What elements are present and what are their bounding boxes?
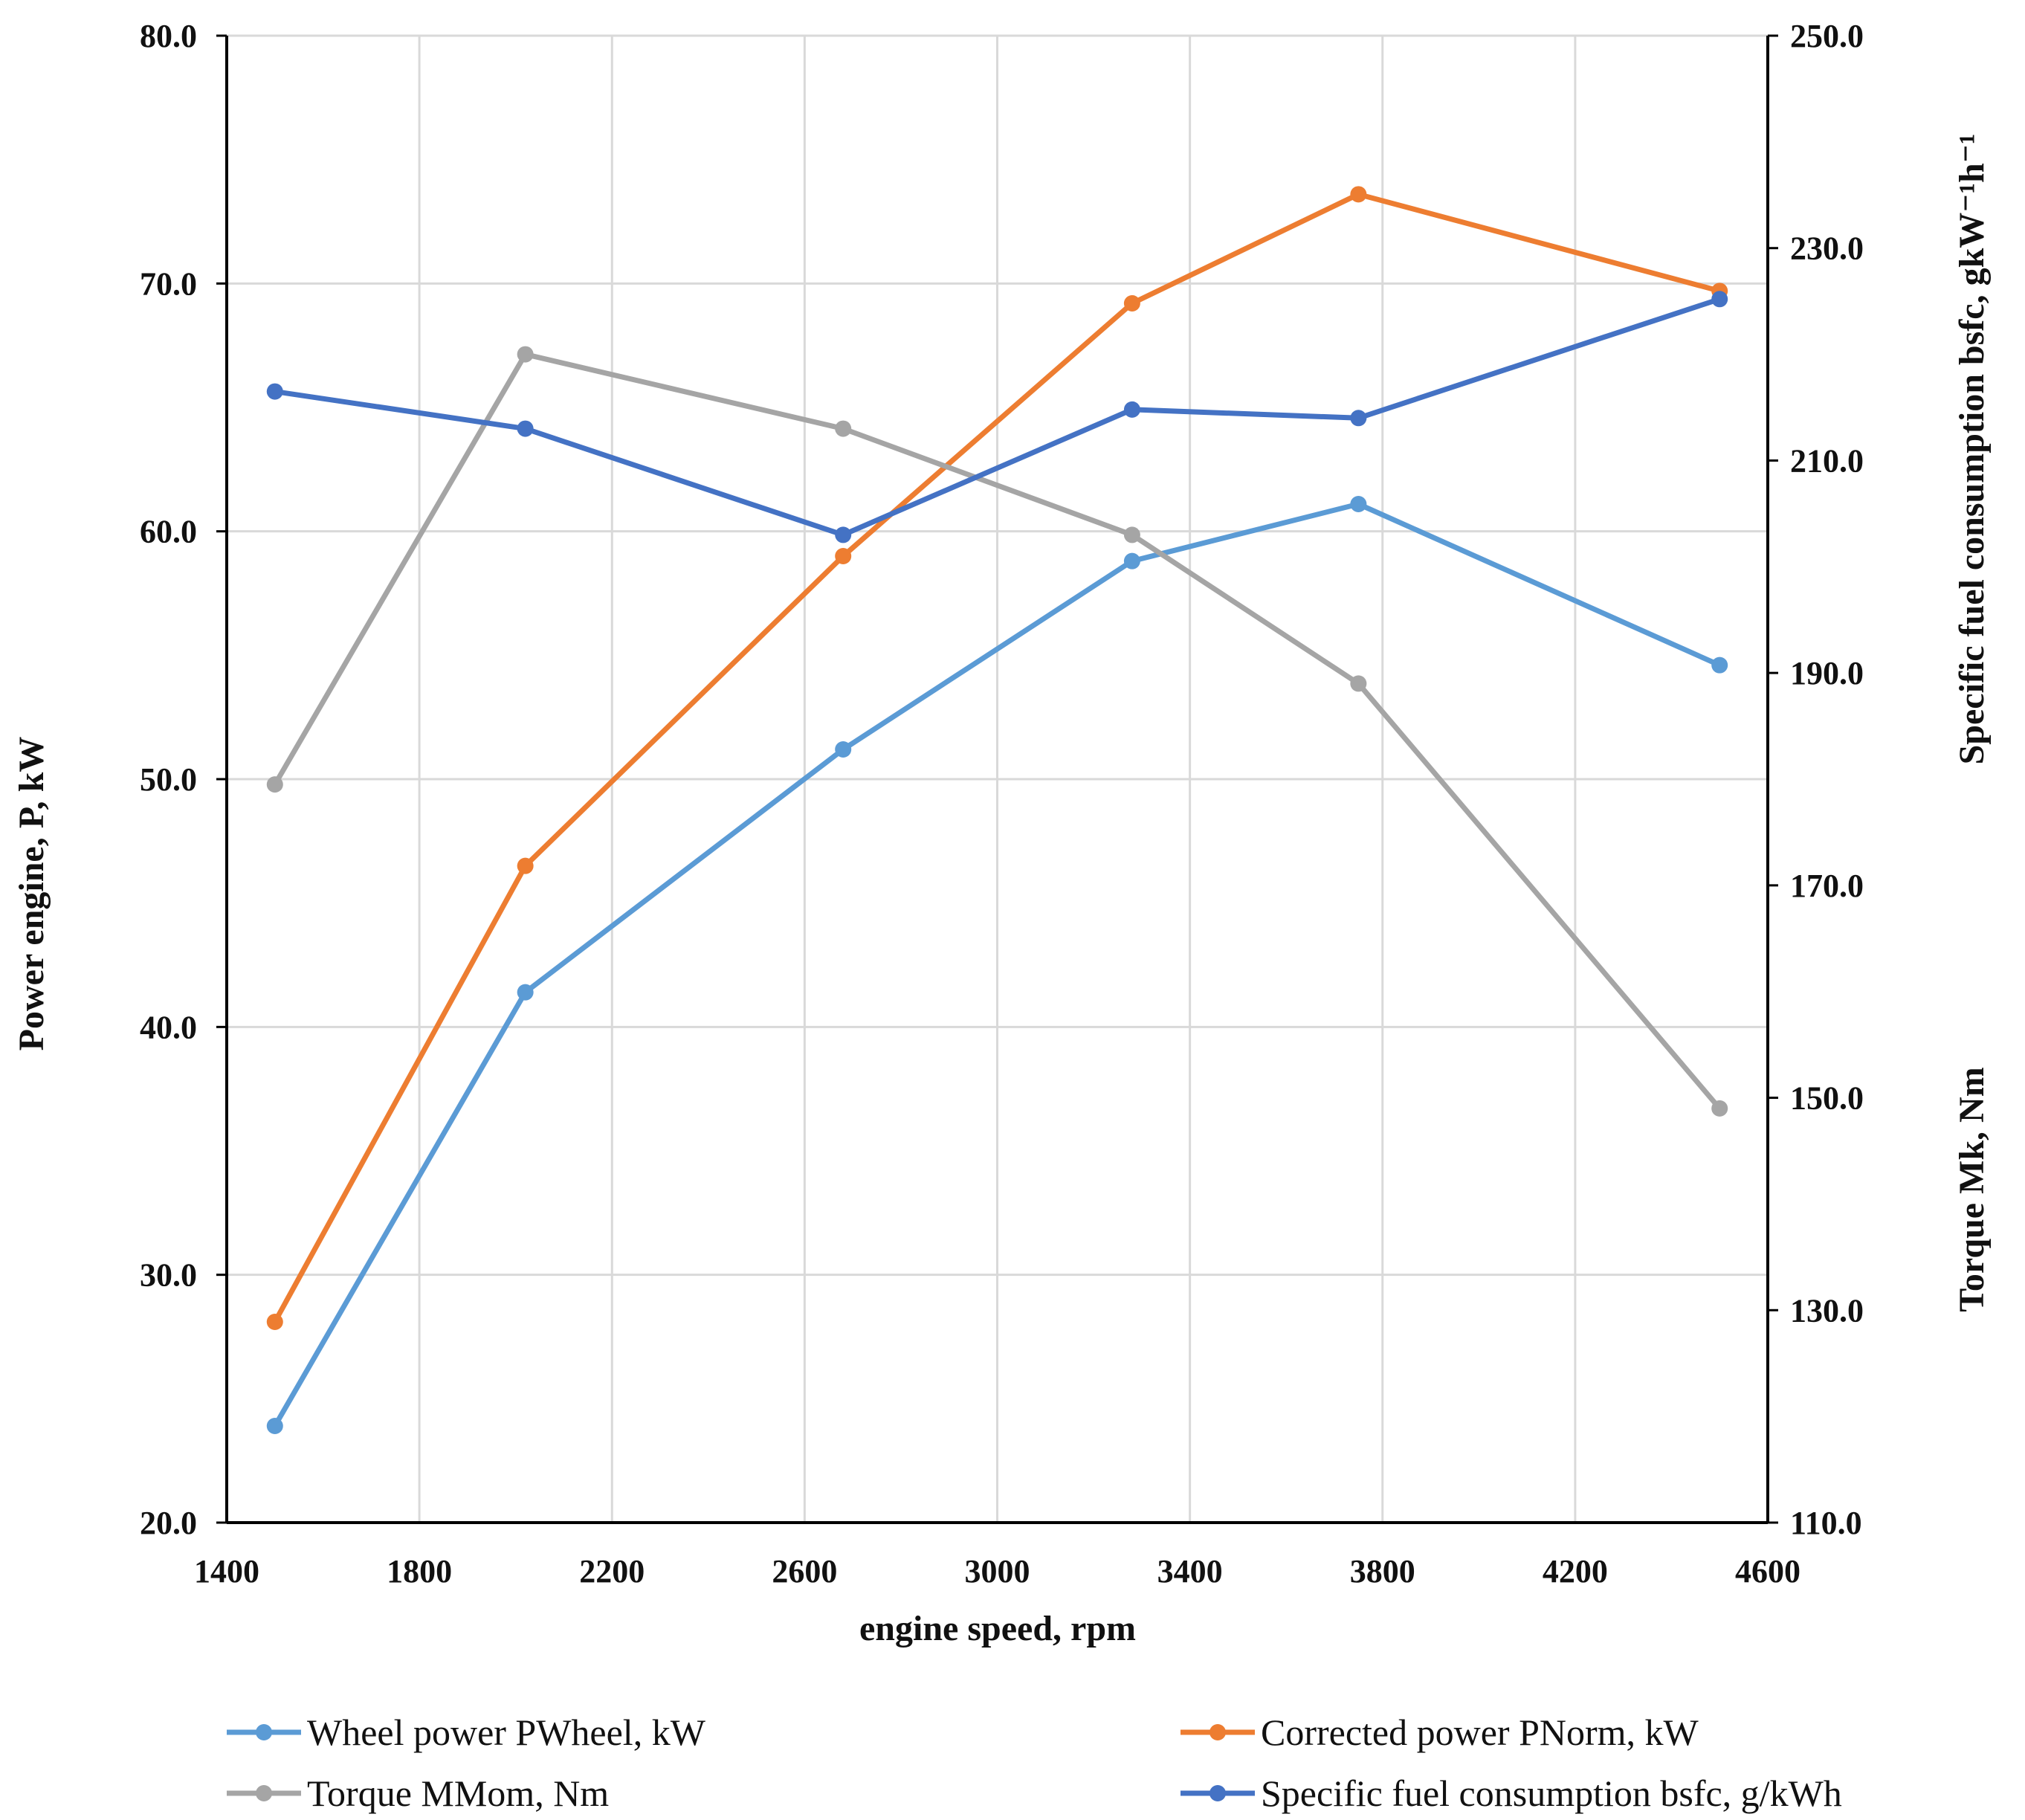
x-tick-label: 3400 — [1157, 1553, 1223, 1590]
data-point — [1350, 410, 1367, 427]
x-tick-label: 3800 — [1350, 1553, 1415, 1590]
series-4 — [266, 291, 1728, 543]
y-right-tick-label: 210.0 — [1790, 442, 1864, 479]
data-point — [1711, 656, 1728, 674]
data-point — [1123, 401, 1140, 418]
x-tick-label: 2200 — [579, 1553, 645, 1590]
series-line — [274, 296, 1721, 538]
y-left-tick-label: 20.0 — [140, 1505, 197, 1541]
y-right-axis-title-torque: Torque Mk, Nm — [1952, 1067, 1992, 1311]
x-tick-label: 1400 — [194, 1553, 259, 1590]
x-tick-label: 2600 — [772, 1553, 837, 1590]
y-right-axis-title-bsfc: Specific fuel consumption bsfc, gkW⁻¹h⁻¹ — [1952, 134, 1992, 765]
series-line — [272, 501, 1721, 1427]
data-point — [266, 776, 283, 793]
data-point — [1350, 675, 1367, 692]
y-left-axis-title: Power engine, P, kW — [12, 737, 51, 1051]
series-1 — [266, 496, 1728, 1434]
x-tick-label: 1800 — [387, 1553, 452, 1590]
data-point — [266, 1418, 283, 1434]
legend-swatch-marker — [1209, 1724, 1226, 1740]
series-line — [272, 191, 1721, 1323]
series-3 — [266, 346, 1728, 1117]
y-right-tick-label: 190.0 — [1790, 655, 1864, 691]
y-left-tick-label: 50.0 — [140, 761, 197, 798]
tick-labels: 1400 1800 2200 2600 3000 3400 3800 4200 4600 20.0… — [140, 18, 1864, 1590]
data-point — [835, 526, 852, 543]
data-point — [835, 420, 852, 437]
y-right-tick-label: 170.0 — [1790, 868, 1864, 904]
data-point — [1350, 496, 1367, 512]
data-point — [517, 346, 534, 363]
y-left-tick-label: 60.0 — [140, 514, 197, 550]
data-point — [1123, 552, 1140, 569]
data-point — [1711, 1100, 1728, 1117]
legend-item: Specific fuel consumption bsfc, g/kWh — [1181, 1772, 1842, 1814]
y-right-tick-label: 230.0 — [1790, 230, 1864, 267]
legend: Wheel power PWheel, kW Corrected power PN… — [227, 1711, 1842, 1814]
legend-swatch-marker — [1209, 1785, 1226, 1801]
data-point — [1350, 186, 1367, 203]
data-point — [266, 383, 283, 400]
y-right-tick-label: 110.0 — [1790, 1505, 1862, 1541]
y-left-tick-label: 80.0 — [140, 18, 197, 54]
data-point — [835, 741, 852, 758]
y-left-tick-label: 70.0 — [140, 265, 197, 302]
legend-swatch-marker — [256, 1785, 272, 1801]
data-point — [835, 548, 852, 564]
legend-label: Specific fuel consumption bsfc, g/kWh — [1261, 1772, 1842, 1814]
legend-item: Wheel power PWheel, kW — [227, 1711, 706, 1753]
data-point — [1123, 295, 1140, 312]
y-right-tick-label: 130.0 — [1790, 1292, 1864, 1329]
data-point — [1711, 291, 1728, 308]
x-tick-label: 4200 — [1543, 1553, 1608, 1590]
y-left-tick-label: 30.0 — [140, 1257, 197, 1294]
legend-label: Wheel power PWheel, kW — [307, 1711, 706, 1753]
data-point — [1123, 526, 1140, 543]
y-right-tick-label: 250.0 — [1790, 18, 1864, 54]
legend-label: Torque MMom, Nm — [307, 1772, 609, 1814]
data-point — [517, 857, 534, 874]
grid — [227, 34, 1768, 1523]
x-tick-label: 3000 — [965, 1553, 1030, 1590]
data-point — [517, 420, 534, 437]
y-right-tick-label: 150.0 — [1790, 1080, 1864, 1117]
x-axis-title: engine speed, rpm — [859, 1609, 1136, 1648]
data-point — [517, 984, 534, 1001]
series-2 — [266, 186, 1728, 1330]
data-point — [266, 1314, 283, 1330]
legend-item: Torque MMom, Nm — [227, 1772, 609, 1814]
x-tick-label: 4600 — [1735, 1553, 1800, 1590]
y-left-tick-label: 40.0 — [140, 1009, 197, 1045]
legend-label: Corrected power PNorm, kW — [1261, 1711, 1699, 1753]
series — [266, 186, 1728, 1434]
legend-item: Corrected power PNorm, kW — [1181, 1711, 1699, 1753]
legend-swatch-marker — [256, 1724, 272, 1740]
series-line — [272, 352, 1722, 1111]
